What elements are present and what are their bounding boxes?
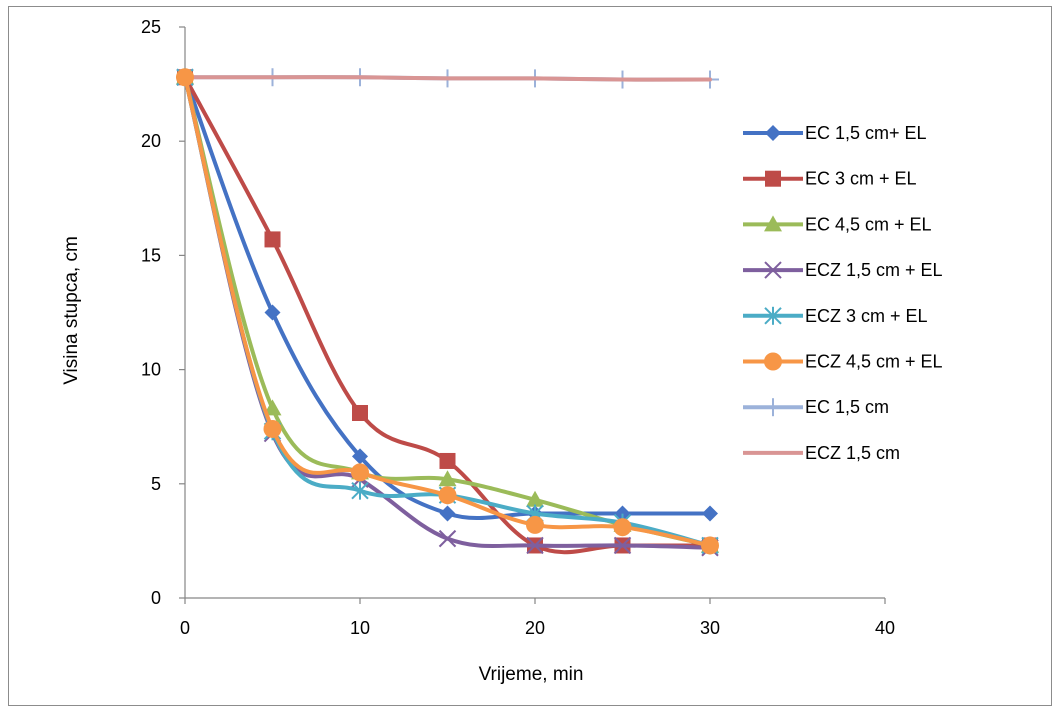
data-point — [613, 518, 632, 537]
legend-item-2: EC 3 cm + EL — [743, 169, 917, 189]
data-point — [176, 68, 194, 87]
x-tick-label: 10 — [350, 618, 370, 638]
y-tick-label: 10 — [141, 360, 161, 380]
data-point — [526, 536, 544, 555]
legend-label: EC 1,5 cm — [805, 397, 889, 417]
legend-marker — [764, 398, 782, 417]
legend-item-7: EC 1,5 cm — [743, 397, 889, 417]
data-point — [438, 470, 457, 487]
data-point — [351, 481, 369, 500]
x-tick-label: 20 — [525, 618, 545, 638]
legend-item-5: ECZ 3 cm + EL — [743, 306, 928, 326]
marker-stroke — [613, 536, 632, 555]
marker-stroke — [526, 536, 544, 555]
legend-marker — [764, 306, 782, 325]
legend-label: EC 1,5 cm+ EL — [805, 123, 927, 143]
data-point — [526, 515, 544, 534]
x-tick-label: 40 — [875, 618, 895, 638]
data-point — [264, 231, 281, 248]
data-point — [439, 452, 456, 469]
data-point — [352, 448, 368, 465]
legend-item-6: ECZ 4,5 cm + EL — [743, 352, 943, 372]
y-tick-label: 20 — [141, 131, 161, 151]
plot-area: 0 5 10 15 20 25 0 10 20 30 40 — [141, 17, 895, 638]
x-tick-label: 30 — [700, 618, 720, 638]
data-point — [263, 419, 282, 438]
data-point — [613, 536, 632, 555]
series-line — [183, 75, 712, 521]
legend-label: EC 3 cm + EL — [805, 169, 917, 189]
legend-marker — [764, 352, 782, 371]
x-tick-label: 0 — [180, 618, 190, 638]
series-line — [183, 75, 712, 82]
data-point — [351, 463, 369, 482]
data-point — [439, 505, 456, 522]
chart-frame — [8, 6, 1052, 706]
legend-item-1: EC 1,5 cm+ EL — [743, 123, 927, 143]
legend-marker — [765, 170, 781, 187]
legend-label: ECZ 3 cm + EL — [805, 306, 928, 326]
series-line — [183, 75, 712, 548]
legend-label: ECZ 1,5 cm + EL — [805, 260, 943, 280]
legend-marker — [764, 215, 782, 232]
marker-stroke — [438, 529, 457, 548]
data-point — [438, 529, 457, 548]
series-3 — [176, 68, 719, 553]
series-6 — [176, 68, 719, 555]
y-tick-label: 5 — [151, 474, 161, 494]
legend-label: EC 4,5 cm + EL — [805, 214, 932, 234]
y-tick-label: 25 — [141, 17, 161, 37]
y-tick-label: 15 — [141, 245, 161, 265]
legend-marker — [765, 125, 781, 141]
legend-label: ECZ 4,5 cm + EL — [805, 352, 943, 372]
legend-item-3: EC 4,5 cm + EL — [743, 214, 932, 234]
marker-stroke — [764, 261, 782, 279]
data-point — [438, 486, 457, 505]
data-point — [526, 490, 544, 507]
data-point — [263, 399, 282, 416]
legend-marker — [764, 261, 782, 279]
y-axis-title: Visina stupca, cm — [61, 236, 82, 385]
data-point — [352, 404, 368, 421]
data-point — [702, 505, 718, 522]
legend-label: ECZ 1,5 cm — [805, 443, 900, 463]
data-point — [264, 304, 281, 321]
y-tick-label: 0 — [151, 588, 161, 608]
legend-item-8: ECZ 1,5 cm — [743, 443, 900, 463]
legend: EC 1,5 cm+ EL EC 3 cm + EL EC 4,5 cm + EL E… — [743, 123, 943, 463]
data-point — [701, 536, 719, 555]
legend-item-4: ECZ 1,5 cm + EL — [743, 260, 943, 280]
x-axis-title: Vrijeme, min — [479, 664, 584, 685]
series-8 — [183, 75, 712, 82]
